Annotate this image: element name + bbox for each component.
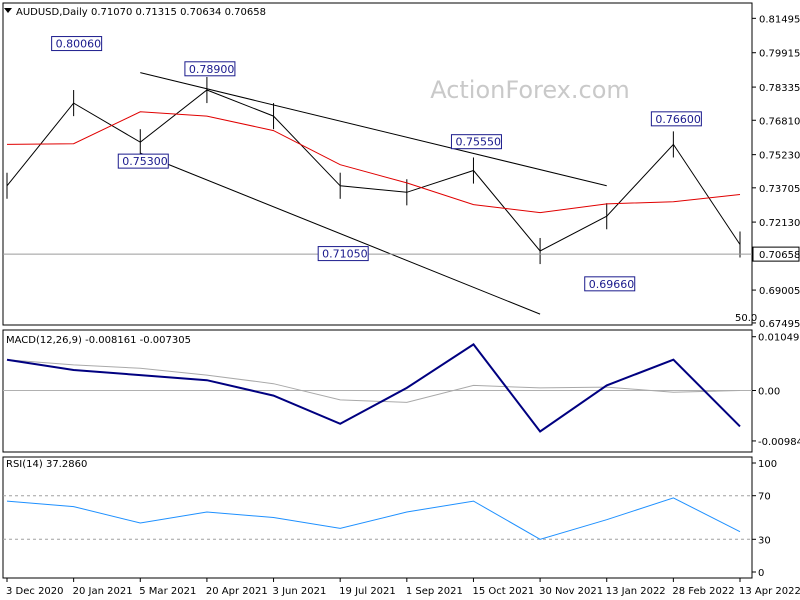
date-tick-label: 13 Apr 2022 <box>739 586 800 597</box>
date-tick-label: 3 Jun 2021 <box>273 586 327 597</box>
date-tick-label: 19 Jul 2021 <box>339 586 396 597</box>
price-panel: 0.80060 0.78900 0.75300 0.71050 0.75550 0.696… <box>3 36 752 315</box>
price-tick-label: 0.76810 <box>759 116 800 127</box>
price-tick-label: 0.81495 <box>759 14 800 25</box>
rsi-tick-label: 0 <box>758 568 764 579</box>
rsi-tick-label: 100 <box>758 459 777 470</box>
macd-panel <box>3 343 752 433</box>
rsi-panel <box>3 495 752 540</box>
price-tick-label: 0.72130 <box>759 218 800 229</box>
level-50-label: 50.0 <box>735 313 757 324</box>
trendline <box>140 72 607 187</box>
price-annotation-label: 0.71050 <box>322 248 368 261</box>
price-annotation-box <box>317 246 369 262</box>
price-annotation-label: 0.76600 <box>655 113 701 126</box>
date-tick-label: 28 Feb 2022 <box>672 586 734 597</box>
price-tick-label: 0.70658 <box>759 250 800 261</box>
date-tick-label: 20 Apr 2021 <box>206 586 268 597</box>
date-tick-label: 30 Nov 2021 <box>539 586 603 597</box>
moving-average-line <box>6 111 741 214</box>
macd-tick-label: 0.00 <box>758 386 780 397</box>
price-annotation-box <box>184 61 236 77</box>
price-annotation-box <box>584 276 636 292</box>
rsi-tick-label: 70 <box>758 492 771 503</box>
date-tick-label: 3 Dec 2020 <box>6 586 64 597</box>
price-tick-label: 0.78335 <box>759 83 800 94</box>
price-annotation-box <box>117 153 169 169</box>
rsi-panel-frame <box>2 456 753 579</box>
watermark: ActionForex.com <box>430 76 630 104</box>
axes: 0.81495 0.79915 0.78335 0.76810 0.75230 0.737… <box>6 14 800 597</box>
macd-header: MACD(12,26,9) -0.008161 -0.007305 <box>6 335 191 346</box>
macd-line <box>6 343 741 433</box>
macd-panel-frame <box>2 329 753 453</box>
price-annotation-box <box>450 134 502 150</box>
price-tick-label: 0.67495 <box>759 319 800 330</box>
price-annotation-label: 0.80060 <box>56 38 102 51</box>
rsi-tick-label: 30 <box>758 535 771 546</box>
symbol-title: AUDUSD,Daily <box>16 7 88 18</box>
trendline <box>140 152 541 315</box>
date-tick-label: 13 Jan 2022 <box>606 586 666 597</box>
price-tick-label: 0.73705 <box>759 184 800 195</box>
date-tick-label: 15 Oct 2021 <box>472 586 534 597</box>
price-annotation-label: 0.69660 <box>589 278 635 291</box>
macd-tick-label: 0.010492 <box>758 333 800 344</box>
panel-frames <box>2 2 753 579</box>
price-annotation-label: 0.78900 <box>189 63 235 76</box>
rsi-line <box>6 497 741 540</box>
price-panel-frame <box>2 2 753 326</box>
price-annotation-label: 0.75300 <box>122 155 168 168</box>
macd-tick-label: -0.009842 <box>758 437 800 448</box>
price-annotation-box <box>650 111 702 127</box>
price-annotation-label: 0.75550 <box>455 136 501 149</box>
date-tick-label: 1 Sep 2021 <box>406 586 463 597</box>
rsi-header: RSI(14) 37.2860 <box>6 459 87 470</box>
price-line <box>6 89 741 252</box>
triangle-menu-icon[interactable] <box>4 8 12 13</box>
macd-signal-line <box>6 359 741 403</box>
ohlc-values: 0.71070 0.71315 0.70634 0.70658 <box>91 7 266 18</box>
date-tick-label: 20 Jan 2021 <box>73 586 133 597</box>
current-price-box <box>752 246 800 262</box>
price-tick-label: 0.69005 <box>759 286 800 297</box>
price-tick-label: 0.79915 <box>759 49 800 60</box>
date-tick-label: 5 Mar 2021 <box>139 586 196 597</box>
price-tick-label: 0.75230 <box>759 151 800 162</box>
price-annotation-box <box>51 36 103 52</box>
